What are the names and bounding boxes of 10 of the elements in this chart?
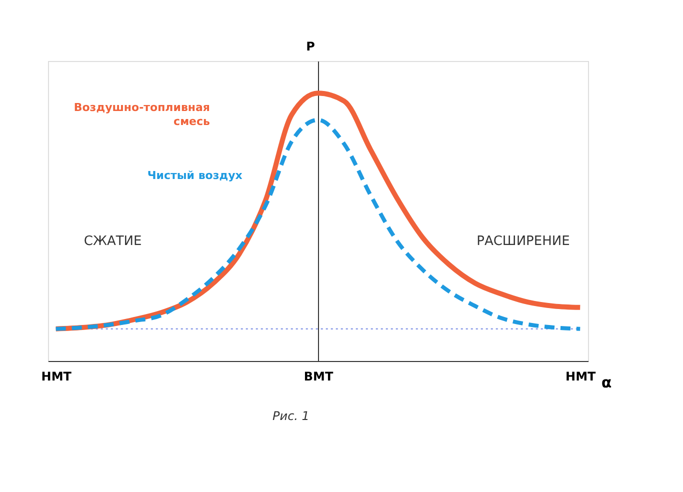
y-axis-title: Р [306,40,316,54]
text: Чистый воздух [147,169,242,182]
x-tick-label: ВМТ [304,370,334,384]
x-tick-label: НМТ [566,370,597,384]
text: Рис. 1 [272,409,310,423]
annotation: СЖАТИЕ [84,234,142,249]
text: Воздушно-топливная смесь [74,101,210,128]
x-axis-title: α [601,374,612,392]
annotation: РАСШИРЕНИЕ [476,234,570,249]
x-tick-label: НМТ [41,370,72,384]
